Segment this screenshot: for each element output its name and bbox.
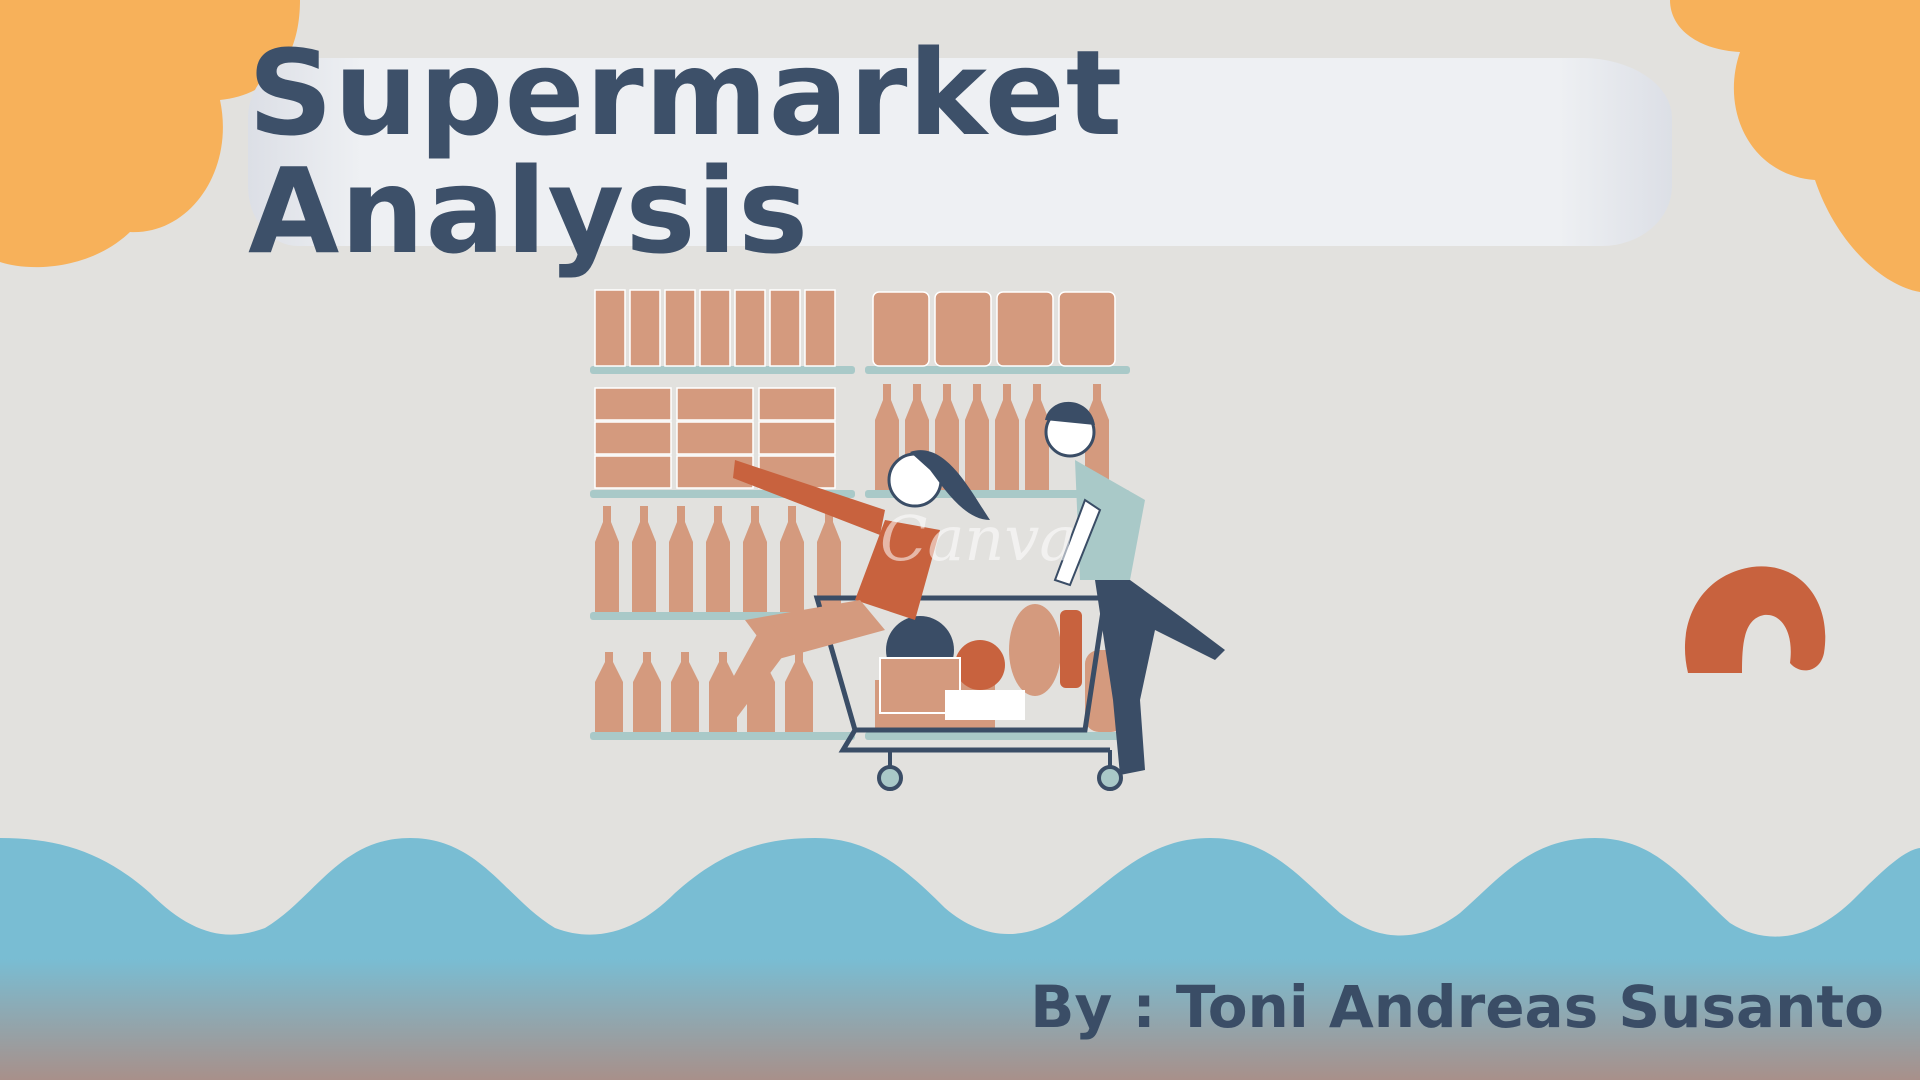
canva-watermark: Canva	[880, 502, 1077, 575]
orange-cloud-top-right	[1670, 0, 1920, 292]
rust-arch-shape	[1684, 566, 1826, 673]
title-banner: Supermarket Analysis	[248, 24, 1672, 280]
author-credit: By : Toni Andreas Susanto	[1030, 973, 1884, 1041]
blue-wave-footer	[0, 838, 1920, 1080]
slide-title: Supermarket Analysis	[248, 24, 1124, 280]
shopping-cart-illustration-icon	[590, 289, 1225, 791]
orange-cloud-top-left	[0, 0, 300, 268]
